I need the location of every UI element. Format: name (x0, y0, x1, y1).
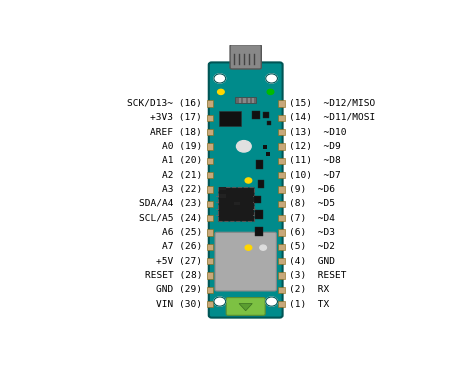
Bar (239, 98, 241, 103)
Bar (252, 111, 260, 119)
Bar (278, 244, 285, 250)
Bar (263, 145, 267, 149)
Bar (266, 152, 270, 156)
Bar (207, 186, 213, 193)
Text: RESET (28): RESET (28) (145, 271, 202, 280)
Circle shape (214, 297, 226, 306)
Text: (9)  ~D6: (9) ~D6 (289, 185, 335, 194)
FancyBboxPatch shape (218, 187, 254, 221)
Text: A6 (25): A6 (25) (162, 228, 202, 237)
Bar (278, 129, 285, 135)
Bar (207, 143, 213, 150)
FancyBboxPatch shape (209, 62, 283, 318)
Bar (256, 160, 263, 169)
Text: A0 (19): A0 (19) (162, 142, 202, 151)
Circle shape (218, 89, 224, 94)
Circle shape (266, 297, 277, 306)
Text: (1)  TX: (1) TX (289, 299, 329, 308)
Bar (278, 301, 285, 307)
Circle shape (245, 245, 252, 250)
Bar (278, 158, 285, 164)
Text: (2)  RX: (2) RX (289, 285, 329, 294)
Text: (7)  ~D4: (7) ~D4 (289, 214, 335, 222)
Bar (278, 286, 285, 293)
Bar (219, 187, 226, 190)
Text: (6)  ~D3: (6) ~D3 (289, 228, 335, 237)
Text: (10)  ~D7: (10) ~D7 (289, 171, 341, 180)
Bar (278, 186, 285, 193)
Bar (255, 210, 263, 219)
Bar (219, 110, 241, 126)
Bar (278, 215, 285, 221)
Text: +5V (27): +5V (27) (156, 257, 202, 266)
Bar (207, 286, 213, 293)
Bar (207, 272, 213, 279)
FancyBboxPatch shape (230, 45, 261, 69)
Bar (278, 100, 285, 107)
Bar (234, 202, 240, 205)
Text: SDA/A4 (23): SDA/A4 (23) (139, 199, 202, 208)
Bar (207, 244, 213, 250)
FancyBboxPatch shape (215, 232, 276, 291)
Bar (278, 201, 285, 207)
Bar (244, 98, 246, 103)
Text: A2 (21): A2 (21) (162, 171, 202, 180)
Text: GND (29): GND (29) (156, 285, 202, 294)
Text: A1 (20): A1 (20) (162, 156, 202, 165)
Bar (263, 112, 269, 118)
Circle shape (245, 178, 252, 183)
Bar (207, 100, 213, 107)
Circle shape (214, 74, 226, 83)
Bar (278, 115, 285, 121)
Bar (267, 121, 271, 125)
FancyBboxPatch shape (226, 298, 265, 315)
Bar (278, 272, 285, 279)
Text: AREF (18): AREF (18) (150, 128, 202, 137)
Bar (252, 98, 255, 103)
Bar (278, 172, 285, 178)
Text: (13)  ~D10: (13) ~D10 (289, 128, 346, 137)
Circle shape (266, 74, 277, 83)
Text: VIN (30): VIN (30) (156, 299, 202, 308)
Bar (258, 180, 264, 187)
Circle shape (237, 141, 251, 152)
Bar (207, 115, 213, 121)
Bar (207, 129, 213, 135)
Bar (207, 201, 213, 207)
Bar (255, 227, 263, 236)
Bar (207, 172, 213, 178)
Text: (11)  ~D8: (11) ~D8 (289, 156, 341, 165)
Bar (248, 98, 250, 103)
Text: A7 (26): A7 (26) (162, 242, 202, 251)
Bar (219, 194, 226, 198)
Text: SCK/D13~ (16): SCK/D13~ (16) (128, 99, 202, 108)
Text: (4)  GND: (4) GND (289, 257, 335, 266)
Bar (236, 97, 256, 103)
Text: +3V3 (17): +3V3 (17) (150, 113, 202, 122)
Bar (278, 229, 285, 235)
Text: SCL/A5 (24): SCL/A5 (24) (139, 214, 202, 222)
Text: (12)  ~D9: (12) ~D9 (289, 142, 341, 151)
Bar (278, 143, 285, 150)
Bar (207, 258, 213, 264)
Text: A3 (22): A3 (22) (162, 185, 202, 194)
Text: (5)  ~D2: (5) ~D2 (289, 242, 335, 251)
Polygon shape (239, 304, 252, 311)
Bar (207, 301, 213, 307)
Text: (15)  ~D12/MISO: (15) ~D12/MISO (289, 99, 375, 108)
Bar (207, 158, 213, 164)
Bar (254, 196, 261, 202)
Bar (207, 229, 213, 235)
Bar (207, 215, 213, 221)
Text: (8)  ~D5: (8) ~D5 (289, 199, 335, 208)
Text: (3)  RESET: (3) RESET (289, 271, 346, 280)
Text: (14)  ~D11/MOSI: (14) ~D11/MOSI (289, 113, 375, 122)
Circle shape (267, 89, 274, 94)
Bar (278, 258, 285, 264)
Circle shape (260, 245, 266, 250)
